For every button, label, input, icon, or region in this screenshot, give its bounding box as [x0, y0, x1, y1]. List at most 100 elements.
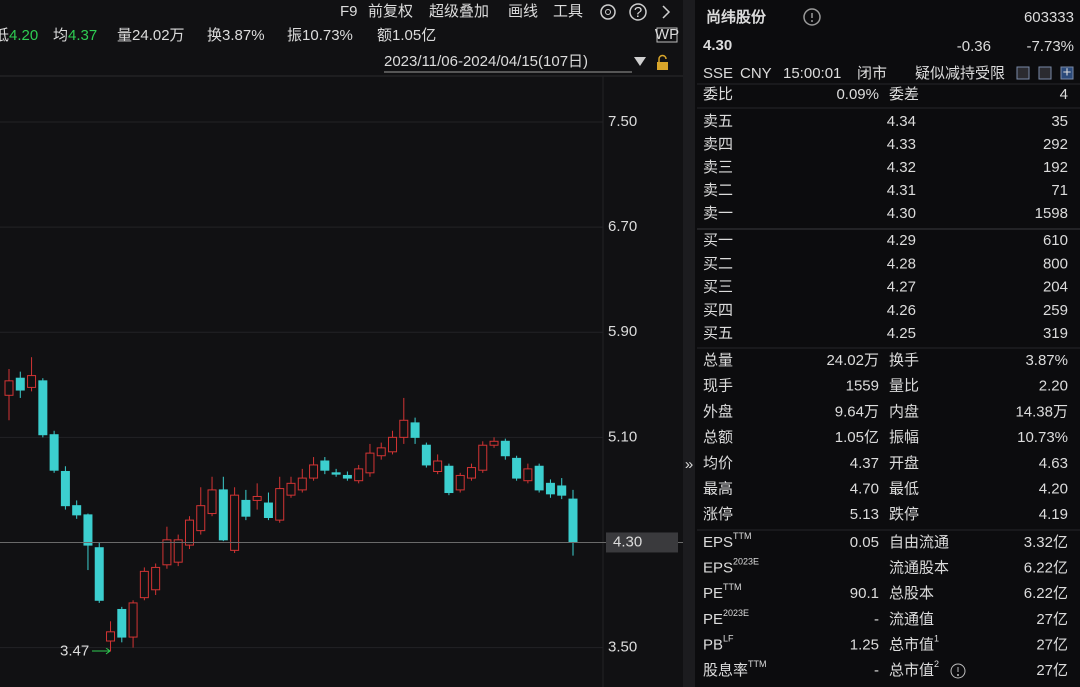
- stat-value: 4.19: [1039, 506, 1068, 523]
- last-price-box: [606, 532, 678, 553]
- book-volume: 204: [1043, 279, 1068, 296]
- book-label: 买四: [703, 302, 733, 319]
- fund-label: 总市值1: [889, 634, 939, 654]
- ratio-label: 委比: [703, 86, 733, 103]
- info-icon[interactable]: [803, 8, 821, 26]
- book-label: 卖二: [703, 182, 733, 199]
- wp-glyph: WP: [655, 26, 679, 43]
- stat-label: 跌停: [889, 506, 919, 523]
- fund-label: 流通值: [889, 611, 934, 628]
- fund-value: 0.05: [850, 534, 879, 551]
- book-price: 4.26: [887, 302, 916, 319]
- stat-label: 振幅: [889, 429, 919, 446]
- fund-label-sup: 2: [934, 659, 939, 669]
- fund-label: 自由流通: [889, 534, 949, 551]
- date-dropdown[interactable]: [634, 57, 646, 66]
- candle-body: [60, 471, 70, 507]
- status-item: 15:00:01: [783, 65, 841, 82]
- stat-label: 最低: [889, 480, 919, 497]
- price-change: -0.36: [957, 38, 991, 55]
- book-volume: 192: [1043, 159, 1068, 176]
- toolbar-item[interactable]: 画线: [508, 3, 538, 20]
- fund-label: PETTM: [703, 583, 742, 603]
- stat-label: 开盘: [889, 454, 919, 472]
- candle-body: [433, 460, 443, 473]
- stat-label: 换手: [889, 352, 919, 369]
- candle-body: [500, 440, 510, 457]
- candle-body: [286, 482, 296, 496]
- book-price: 4.33: [887, 136, 916, 153]
- fund-label-main: 总市值: [889, 636, 934, 653]
- fund-label: 总股本: [889, 585, 934, 602]
- book-price: 4.27: [887, 279, 916, 296]
- toolbar-item[interactable]: 工具: [553, 3, 583, 20]
- fund-label-sup: LF: [723, 634, 734, 644]
- fund-label-main: EPS: [703, 560, 733, 577]
- fund-label: PE2023E: [703, 608, 749, 628]
- candle-body: [410, 422, 420, 438]
- stock-name: 尚纬股份: [706, 8, 767, 26]
- info-dot: [811, 20, 813, 22]
- info-icon[interactable]: [950, 663, 966, 679]
- candle-body: [534, 465, 544, 491]
- fund-value: 6.22亿: [1024, 585, 1068, 602]
- fund-label: 总市值2: [889, 659, 939, 679]
- toolbar-item[interactable]: F9: [340, 3, 358, 20]
- toolbar-item[interactable]: 超级叠加: [429, 3, 489, 20]
- fund-value: 27亿: [1036, 662, 1068, 679]
- summary-value: 1.05亿: [392, 27, 436, 44]
- fund-label: EPS2023E: [703, 557, 759, 577]
- candle-body: [15, 377, 25, 391]
- summary-item: 换3.87%: [207, 27, 265, 44]
- candle-body: [117, 608, 127, 638]
- date-range[interactable]: 2023/11/06-2024/04/15(107日): [384, 53, 588, 70]
- edit-icon[interactable]: [1016, 66, 1030, 80]
- info-dot: [957, 674, 959, 676]
- candle-body: [365, 452, 375, 474]
- candle-body: [83, 514, 93, 546]
- fund-label-main: PE: [703, 585, 723, 602]
- book-label: 买五: [703, 325, 733, 342]
- stat-value: 1.05亿: [835, 429, 879, 446]
- stat-value: 24.02万: [826, 352, 879, 369]
- stat-value: 4.37: [850, 455, 879, 472]
- next-icon[interactable]: [662, 5, 671, 19]
- alert-icon[interactable]: [1038, 66, 1052, 80]
- book-price: 4.28: [887, 255, 916, 272]
- help-icon[interactable]: [629, 3, 647, 21]
- candle-body: [72, 505, 82, 516]
- book-label: 买二: [703, 255, 733, 272]
- book-price: 4.34: [887, 113, 916, 130]
- fund-label-main: 总市值: [889, 662, 934, 679]
- summary-value: 10.73%: [302, 27, 353, 44]
- summary-item: 低4.20: [0, 27, 38, 44]
- quote-panel: [695, 0, 1080, 687]
- splitter[interactable]: [683, 0, 695, 687]
- last-price-label: 4.30: [613, 533, 642, 550]
- stat-label: 总量: [703, 352, 733, 369]
- status-item: SSE: [703, 65, 733, 82]
- expand-icon[interactable]: »: [685, 456, 693, 473]
- book-volume: 292: [1043, 136, 1068, 153]
- stat-value: 14.38万: [1015, 403, 1068, 420]
- candle-body: [94, 547, 104, 601]
- add-icon[interactable]: [1060, 66, 1074, 80]
- status-item: CNY: [740, 65, 772, 82]
- candle-body: [489, 440, 499, 446]
- candle-body: [230, 494, 240, 551]
- stat-label: 总额: [703, 429, 733, 446]
- candle-body: [4, 380, 14, 396]
- fund-label: 股息率TTM: [703, 659, 767, 679]
- wp-icon[interactable]: [656, 27, 678, 43]
- toolbar-item[interactable]: 前复权: [368, 2, 413, 20]
- y-tick-label: 6.70: [608, 218, 637, 235]
- candle-body: [297, 477, 307, 491]
- fund-value: 1.25: [850, 636, 879, 653]
- candle-body: [512, 457, 522, 479]
- book-volume: 610: [1043, 232, 1068, 249]
- stat-value: 9.64万: [835, 403, 879, 420]
- stat-value: 1559: [846, 378, 879, 395]
- candle-body: [568, 498, 578, 543]
- lock-icon[interactable]: [657, 62, 668, 70]
- settings-icon[interactable]: [600, 4, 616, 20]
